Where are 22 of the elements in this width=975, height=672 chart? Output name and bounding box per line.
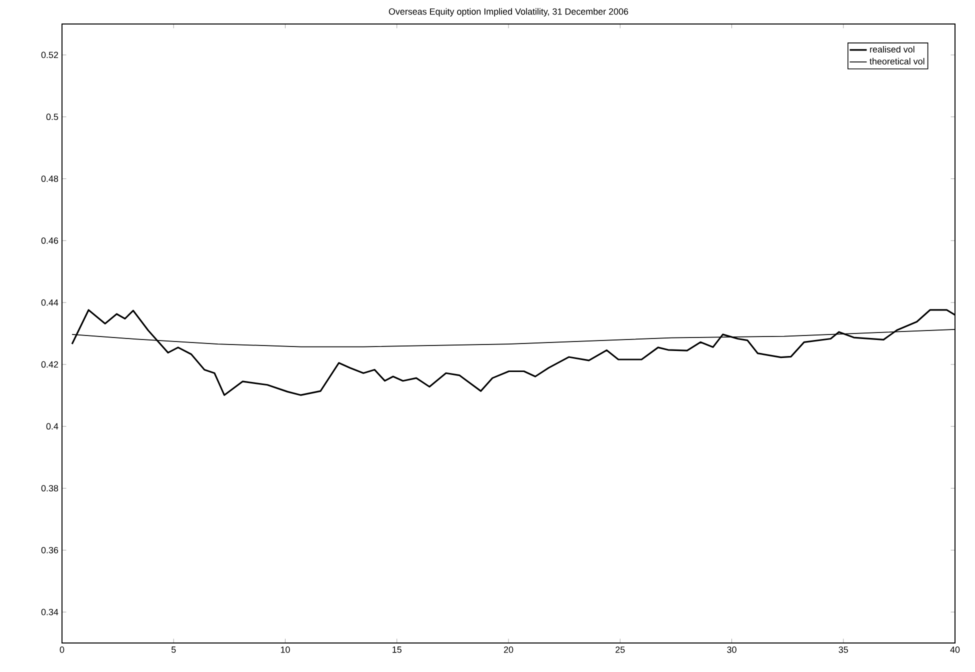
legend-label: realised vol (870, 46, 914, 53)
y-tick-label: 0.38 (41, 485, 58, 492)
x-tick-label: 40 (950, 646, 960, 653)
y-tick-label: 0.34 (41, 608, 58, 616)
x-tick-label: 35 (838, 646, 848, 653)
legend-label: theoretical vol (870, 58, 924, 65)
x-tick-label: 25 (616, 646, 625, 653)
x-tick-label: 20 (504, 646, 514, 653)
y-tick-label: 0.42 (41, 361, 58, 368)
x-tick-label: 10 (280, 646, 290, 653)
chart-title: Overseas Equity option Implied Volatility, 31 December 2006 (388, 8, 628, 16)
y-tick-label: 0.36 (41, 546, 58, 554)
y-tick-label: 0.44 (41, 299, 58, 306)
y-tick-label: 0.46 (41, 237, 58, 244)
y-tick-label: 0.4 (46, 423, 58, 430)
x-tick-label: 15 (392, 646, 402, 653)
x-tick-label: 30 (727, 646, 736, 653)
x-tick-label: 5 (171, 646, 176, 653)
y-tick-label: 0.52 (41, 52, 58, 58)
y-tick-label: 0.48 (41, 176, 58, 182)
x-tick-label: 0 (60, 646, 64, 653)
y-tick-label: 0.5 (46, 114, 58, 120)
